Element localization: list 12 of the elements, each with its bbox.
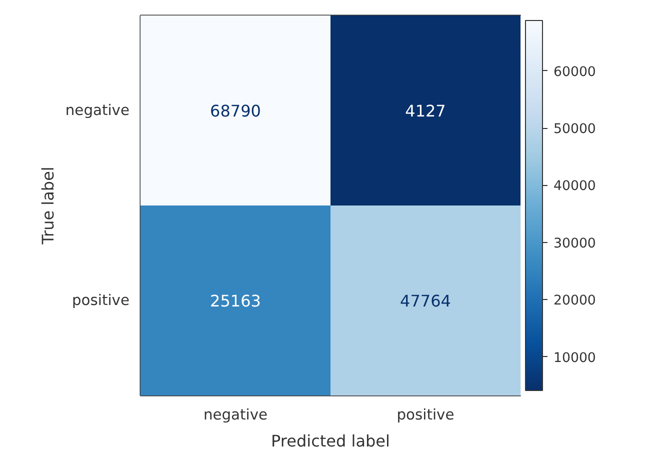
data-label: 68790 — [210, 102, 261, 120]
color-bar-label: 20000 — [554, 294, 596, 309]
color-bar-label: 40000 — [554, 179, 596, 194]
y-axis-title: True label — [38, 166, 58, 246]
x-axis-title: Predicted label — [271, 432, 390, 450]
data-label: 4127 — [405, 102, 446, 120]
data-label: 25163 — [210, 292, 261, 310]
data-label: 47764 — [400, 292, 451, 310]
color-bar-label: 30000 — [554, 236, 596, 252]
color-bar-label: 60000 — [554, 64, 596, 80]
color-bar-label: 10000 — [554, 350, 596, 366]
color-bar-label: 50000 — [554, 122, 596, 138]
